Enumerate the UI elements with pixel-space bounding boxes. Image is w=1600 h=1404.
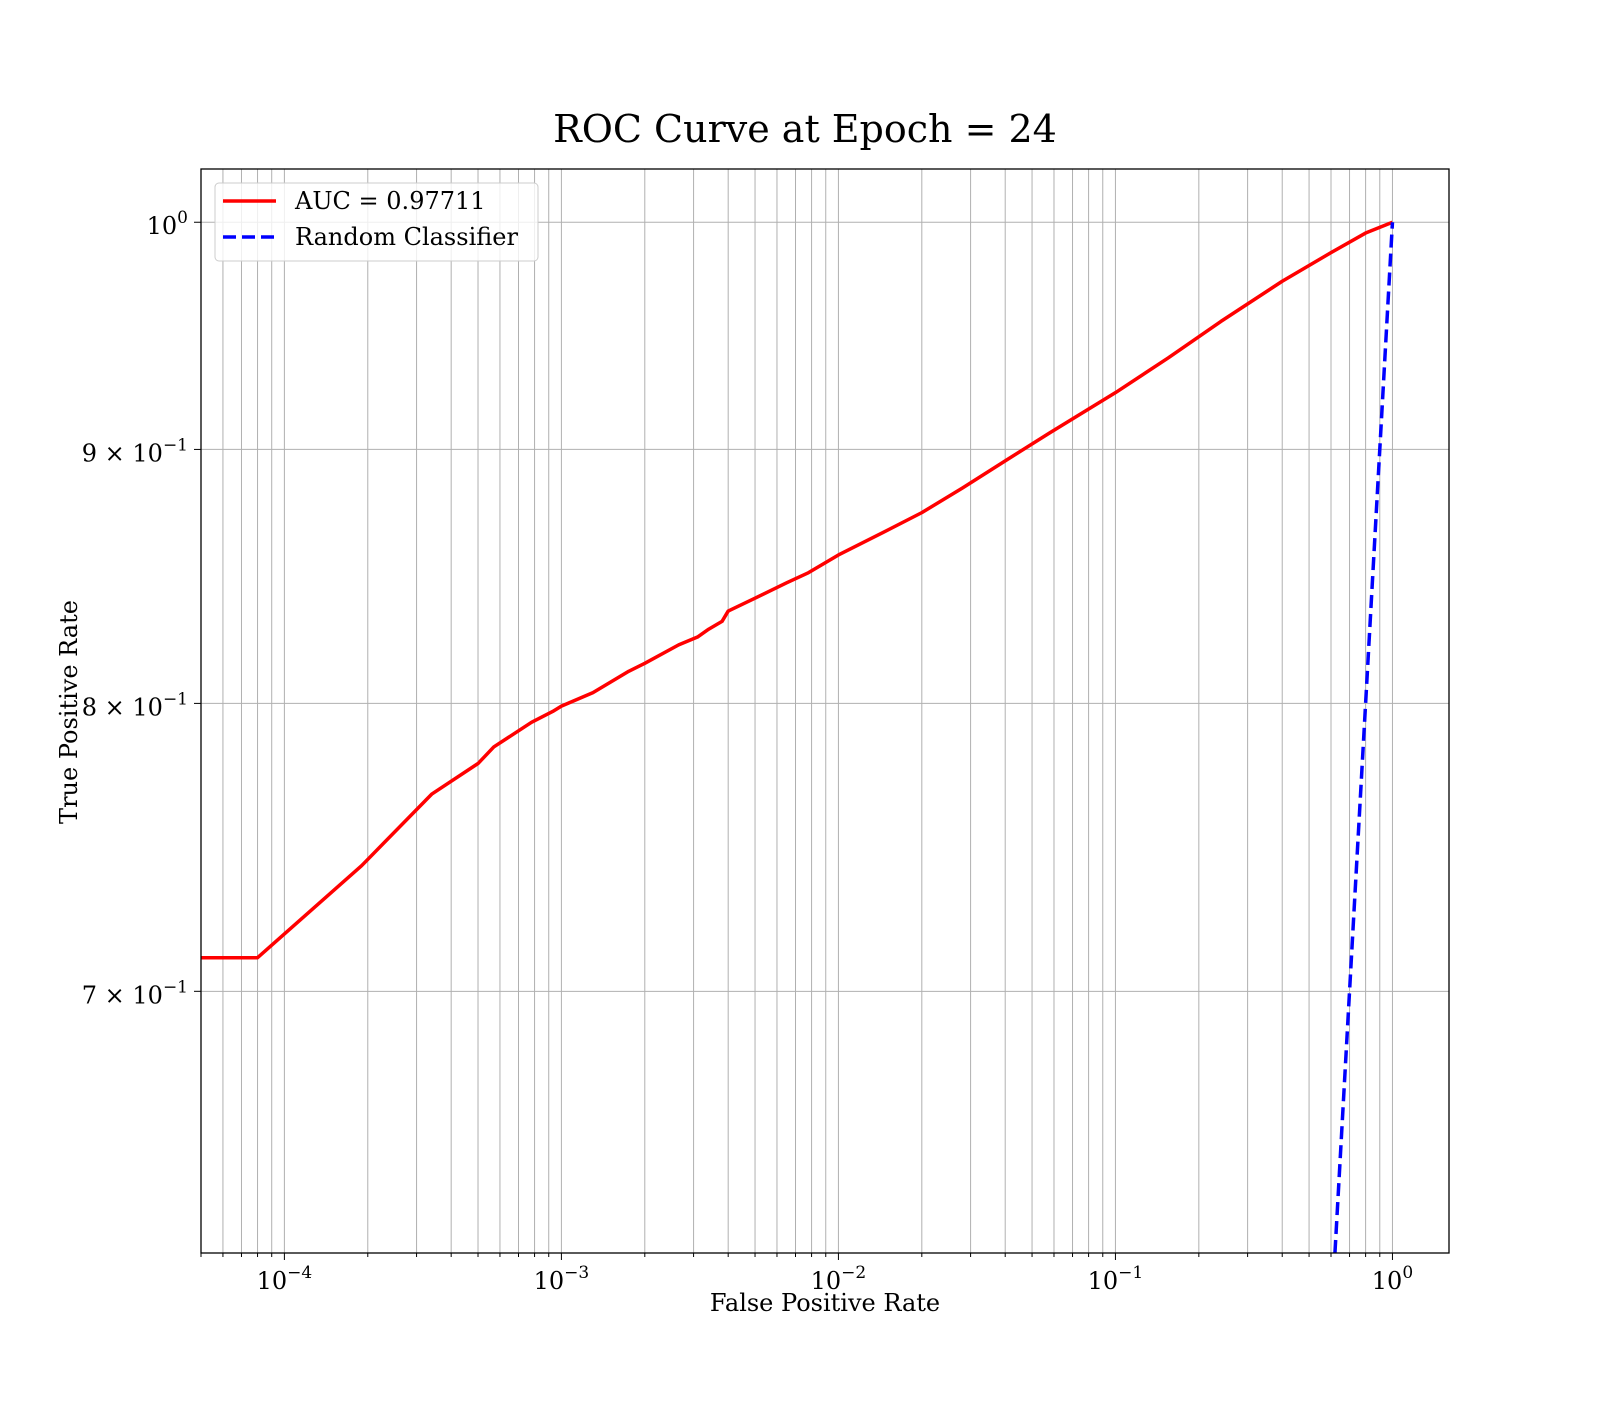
roc-curve-line xyxy=(201,220,1394,960)
grid-layer xyxy=(200,169,1449,1253)
random-classifier-line xyxy=(1333,222,1395,1253)
legend-box xyxy=(214,182,539,262)
x-tick-label: 10−4 xyxy=(257,1263,313,1295)
x-tick-label: 10−1 xyxy=(1088,1263,1144,1295)
series-layer xyxy=(201,220,1395,1253)
y-axis-label: True Positive Rate xyxy=(55,600,83,824)
plot-frame xyxy=(200,168,1450,1254)
x-tick-label: 10−2 xyxy=(811,1263,867,1295)
x-axis-label: False Positive Rate xyxy=(710,1289,940,1317)
legend-label-auc: AUC = 0.97711 xyxy=(294,187,486,215)
x-tick-label: 10−3 xyxy=(534,1263,590,1295)
minor-ticks-layer xyxy=(194,221,1393,1260)
tick-label-layer: 10−4 10−3 10−2 10−1 100 7 × 10−1 8 × 10−1 9 × 1… xyxy=(82,208,1413,1295)
y-tick-label: 7 × 10−1 xyxy=(82,977,188,1009)
y-tick-label: 8 × 10−1 xyxy=(82,689,188,721)
legend: AUC = 0.97711 Random Classifier xyxy=(214,182,539,262)
chart-title: ROC Curve at Epoch = 24 xyxy=(553,107,1057,151)
x-tick-label: 100 xyxy=(1372,1263,1413,1295)
legend-label-random: Random Classifier xyxy=(295,223,518,251)
y-tick-label: 100 xyxy=(147,208,188,240)
y-tick-label: 9 × 10−1 xyxy=(82,435,188,467)
